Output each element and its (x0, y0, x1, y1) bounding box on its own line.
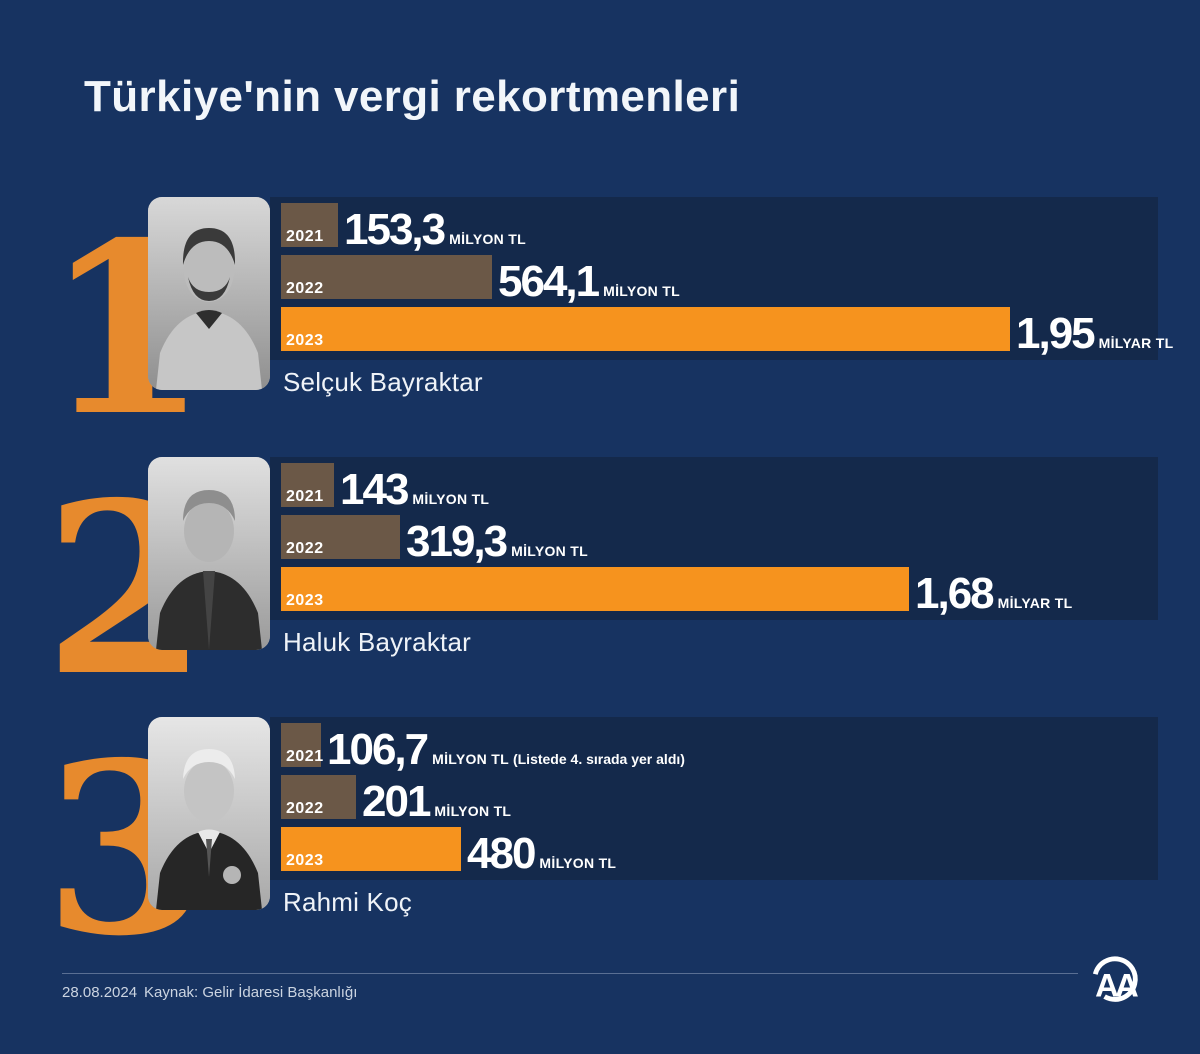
portrait-placeholder (148, 717, 270, 910)
anadolu-agency-logo-icon: AA (1086, 954, 1144, 1012)
portrait-photo-rahmi-koc (148, 717, 270, 910)
aa-logo-text: AA (1095, 967, 1138, 1004)
rank-2-section: 2 2021 143 MİLYON TL (0, 457, 1200, 717)
year-label: 2021 (286, 488, 324, 505)
value-unit: MİLYON TL (412, 491, 490, 507)
portrait-photo-selcuk-bayraktar (148, 197, 270, 390)
tax-bar-2022: 2022 (281, 255, 492, 299)
bar-row-2023: 2023 1,68 MİLYAR TL (281, 567, 1158, 616)
bar-row-2022: 2022 564,1 MİLYON TL (281, 255, 1158, 304)
value-unit: MİLYON TL (539, 855, 617, 871)
value-number: 106,7 (327, 725, 429, 774)
value-number: 480 (467, 829, 536, 878)
tax-bar-2021: 2021 (281, 463, 334, 507)
bar-value: 1,95 MİLYAR TL (1016, 312, 1173, 356)
year-label: 2022 (286, 800, 324, 817)
value-number: 201 (362, 777, 431, 826)
year-label: 2021 (286, 748, 324, 765)
value-unit: MİLYON TL (511, 543, 588, 559)
value-unit: MİLYON TL (434, 803, 512, 819)
tax-bar-2021: 2021 (281, 723, 324, 767)
bar-row-2022: 2022 319,3 MİLYON TL (281, 515, 1158, 564)
bar-value: 143 MİLYON TL (340, 468, 489, 512)
bar-value: 564,1 MİLYON TL (498, 260, 680, 304)
year-label: 2022 (286, 280, 324, 297)
footer-source: Kaynak: Gelir İdaresi Başkanlığı (144, 984, 358, 1001)
portrait-photo-haluk-bayraktar (148, 457, 270, 650)
tax-bar-2021: 2021 (281, 203, 338, 247)
value-unit: MİLYON TL (603, 283, 680, 299)
bar-row-2021: 2021 106,7 MİLYON TL (Listede 4. sırada ye… (281, 723, 1158, 772)
value-unit: MİLYON TL (432, 751, 509, 767)
portrait-placeholder (148, 197, 270, 390)
person-name: Rahmi Koç (283, 887, 412, 917)
portrait-placeholder (148, 457, 270, 650)
tax-bar-2023: 2023 (281, 307, 1010, 351)
value-number: 153,3 (344, 205, 446, 254)
value-unit: MİLYAR TL (997, 595, 1073, 611)
bar-value: 201 MİLYON TL (362, 780, 511, 824)
footer-divider (62, 973, 1078, 974)
bar-row-2021: 2021 143 MİLYON TL (281, 463, 1158, 512)
bar-value: 319,3 MİLYON TL (406, 520, 588, 564)
bar-value: 106,7 MİLYON TL (Listede 4. sırada yer ald… (327, 728, 685, 772)
year-label: 2021 (286, 228, 324, 245)
value-unit: MİLYON TL (449, 231, 526, 247)
value-number: 1,95 (1016, 309, 1096, 358)
year-label: 2023 (286, 852, 324, 869)
bar-row-2022: 2022 201 MİLYON TL (281, 775, 1158, 824)
year-label: 2023 (286, 332, 324, 349)
year-label: 2023 (286, 592, 324, 609)
value-number: 564,1 (498, 257, 600, 306)
bar-value: 1,68 MİLYAR TL (915, 572, 1072, 616)
bar-value: 153,3 MİLYON TL (344, 208, 526, 252)
value-note: (Listede 4. sırada yer aldı) (512, 751, 685, 767)
bar-row-2021: 2021 153,3 MİLYON TL (281, 203, 1158, 252)
tax-card: 2021 143 MİLYON TL 2022 319,3 MİLYON TL 20… (270, 457, 1158, 620)
value-number: 143 (340, 465, 409, 514)
tax-bar-2022: 2022 (281, 775, 356, 819)
page-title: Türkiye'nin vergi rekortmenleri (84, 72, 741, 121)
bar-row-2023: 2023 480 MİLYON TL (281, 827, 1158, 876)
bar-value: 480 MİLYON TL (467, 832, 616, 876)
tax-bar-2023: 2023 (281, 567, 909, 611)
value-unit: MİLYAR TL (1098, 335, 1174, 351)
value-number: 1,68 (915, 569, 995, 618)
tax-card: 2021 106,7 MİLYON TL (Listede 4. sırada ye… (270, 717, 1158, 880)
value-number: 319,3 (406, 517, 508, 566)
rank-3-section: 3 2021 106,7 MİLYON TL (Listede 4. s (0, 717, 1200, 977)
rank-1-section: 1 2021 153,3 MİLYON TL (0, 197, 1200, 457)
bar-row-2023: 2023 1,95 MİLYAR TL (281, 307, 1173, 356)
tax-card: 2021 153,3 MİLYON TL 2022 564,1 MİLYON TL … (270, 197, 1173, 360)
year-label: 2022 (286, 540, 324, 557)
person-name: Selçuk Bayraktar (283, 367, 483, 397)
tax-bar-2023: 2023 (281, 827, 461, 871)
footer-date: 28.08.2024 (62, 984, 138, 1001)
tax-bar-2022: 2022 (281, 515, 400, 559)
person-name: Haluk Bayraktar (283, 627, 471, 657)
